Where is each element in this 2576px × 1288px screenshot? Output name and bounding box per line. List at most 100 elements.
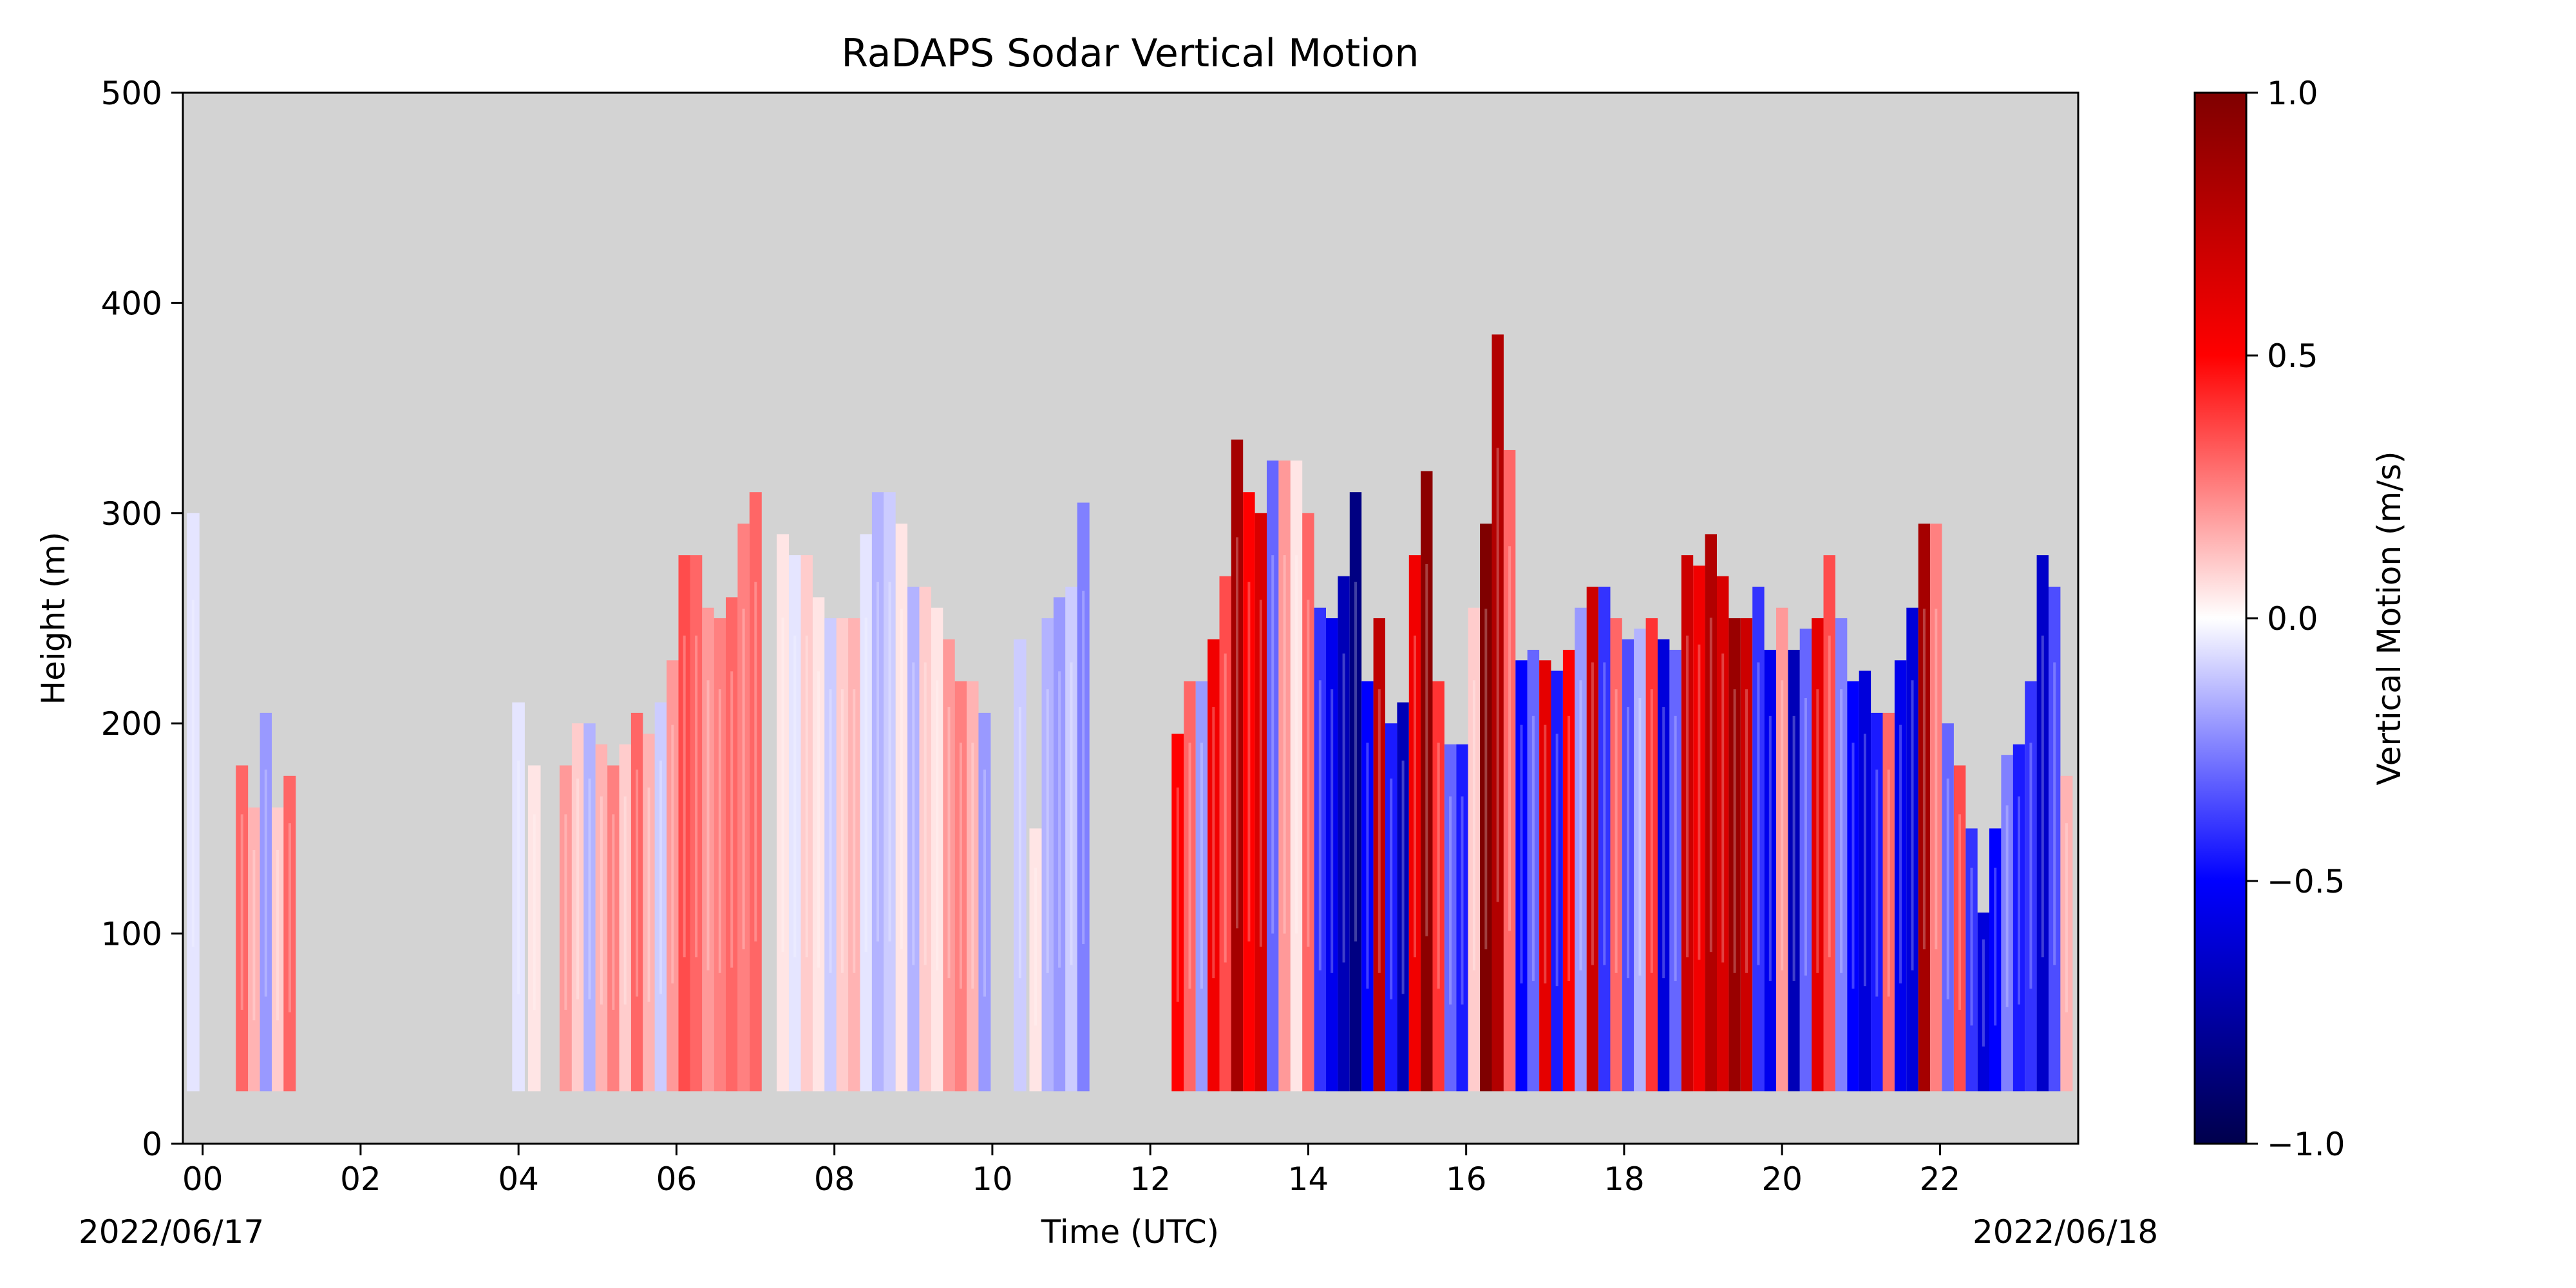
- data-column: [1065, 587, 1077, 1092]
- data-column-highlight: [588, 778, 591, 999]
- x-tick-label: 14: [1288, 1160, 1329, 1198]
- data-column-highlight: [1212, 706, 1215, 978]
- data-column: [1349, 492, 1362, 1092]
- data-column-highlight: [659, 761, 662, 994]
- data-column: [1421, 471, 1433, 1092]
- data-column: [1041, 618, 1054, 1092]
- data-column-highlight: [876, 582, 880, 942]
- data-column: [931, 607, 943, 1092]
- data-column: [1918, 524, 1931, 1092]
- data-column: [919, 587, 931, 1092]
- data-column: [607, 765, 620, 1092]
- data-column: [1717, 576, 1729, 1092]
- x-tick-label: 08: [814, 1160, 855, 1198]
- data-column-highlight: [983, 770, 986, 997]
- y-tick-label: 200: [101, 705, 162, 743]
- data-column: [1515, 660, 1528, 1092]
- data-column-highlight: [936, 680, 939, 971]
- data-column-highlight: [647, 787, 650, 1002]
- data-column: [1326, 618, 1338, 1092]
- data-column-highlight: [1354, 582, 1357, 942]
- data-column-highlight: [1224, 653, 1227, 963]
- data-column: [836, 618, 849, 1092]
- colorbar-label: Vertical Motion (m/s): [2371, 451, 2408, 785]
- data-column-highlight: [864, 618, 867, 952]
- data-column: [2012, 744, 2025, 1092]
- data-column-highlight: [1236, 537, 1238, 929]
- data-column: [527, 765, 541, 1092]
- data-column: [1014, 639, 1027, 1092]
- data-column: [1408, 555, 1421, 1092]
- x-tick-label: 16: [1446, 1160, 1487, 1198]
- y-tick-label: 300: [101, 495, 162, 533]
- x-tick-label: 00: [182, 1160, 223, 1198]
- data-column: [1894, 660, 1907, 1092]
- y-tick-label: 400: [101, 285, 162, 322]
- data-column: [1184, 681, 1196, 1092]
- data-column-highlight: [1922, 609, 1926, 950]
- data-column-highlight: [1544, 724, 1547, 984]
- data-column: [967, 681, 979, 1092]
- data-column-highlight: [1401, 761, 1405, 994]
- data-column-highlight: [1686, 635, 1689, 958]
- data-column: [571, 723, 584, 1092]
- data-column-highlight: [781, 618, 784, 952]
- data-column: [1693, 565, 1705, 1092]
- data-column: [1953, 765, 1966, 1092]
- data-column-highlight: [1982, 939, 1985, 1047]
- data-column: [860, 534, 872, 1092]
- data-column: [737, 524, 750, 1092]
- data-column: [1243, 492, 1255, 1092]
- data-column-highlight: [533, 814, 536, 1010]
- data-column: [1764, 650, 1776, 1092]
- data-column-highlight: [1935, 609, 1938, 950]
- data-column: [187, 513, 200, 1092]
- data-column: [871, 492, 884, 1092]
- data-column-highlight: [1946, 778, 1949, 999]
- data-column-highlight: [2041, 635, 2044, 958]
- data-column-highlight: [829, 689, 832, 973]
- data-column: [1681, 555, 1694, 1092]
- data-column: [1610, 618, 1622, 1092]
- data-column-highlight: [2053, 662, 2056, 965]
- data-column-highlight: [959, 743, 962, 989]
- x-tick-label: 20: [1761, 1160, 1803, 1198]
- data-column-highlight: [1781, 680, 1784, 971]
- data-column-highlight: [1745, 689, 1748, 973]
- data-column-highlight: [1058, 671, 1061, 968]
- data-column: [1231, 439, 1244, 1092]
- data-column-highlight: [695, 635, 698, 958]
- data-column-highlight: [1615, 689, 1618, 973]
- data-column-highlight: [600, 796, 603, 1005]
- data-column: [1847, 681, 1859, 1092]
- data-column-highlight: [718, 689, 721, 973]
- date-end-label: 2022/06/18: [1973, 1213, 2158, 1251]
- data-column-highlight: [1437, 743, 1440, 989]
- data-column-highlight: [1721, 653, 1725, 963]
- x-tick-label: 04: [498, 1160, 539, 1198]
- y-tick-label: 100: [101, 916, 162, 953]
- data-column: [1468, 607, 1481, 1092]
- data-column: [1823, 555, 1835, 1092]
- data-column: [260, 712, 272, 1092]
- data-column-highlight: [1082, 591, 1085, 944]
- data-column-highlight: [1627, 706, 1629, 978]
- data-column: [943, 639, 955, 1092]
- data-column: [595, 744, 608, 1092]
- x-tick-label: 02: [340, 1160, 381, 1198]
- data-column-highlight: [1662, 706, 1665, 978]
- x-axis: 00 02 04 06 08 10 12 14 16 18 20 22: [182, 1144, 1960, 1198]
- data-column-highlight: [754, 582, 757, 942]
- data-column-highlight: [1911, 680, 1914, 971]
- data-column: [1278, 460, 1291, 1092]
- data-column-highlight: [1567, 715, 1571, 981]
- data-column-highlight: [1579, 680, 1582, 971]
- data-column: [1634, 629, 1646, 1092]
- data-column-highlight: [1046, 689, 1049, 973]
- data-column-highlight: [1840, 689, 1843, 973]
- data-column-highlight: [817, 671, 820, 968]
- data-column-highlight: [1070, 662, 1073, 965]
- data-column: [1219, 576, 1231, 1092]
- data-column-highlight: [1200, 743, 1203, 989]
